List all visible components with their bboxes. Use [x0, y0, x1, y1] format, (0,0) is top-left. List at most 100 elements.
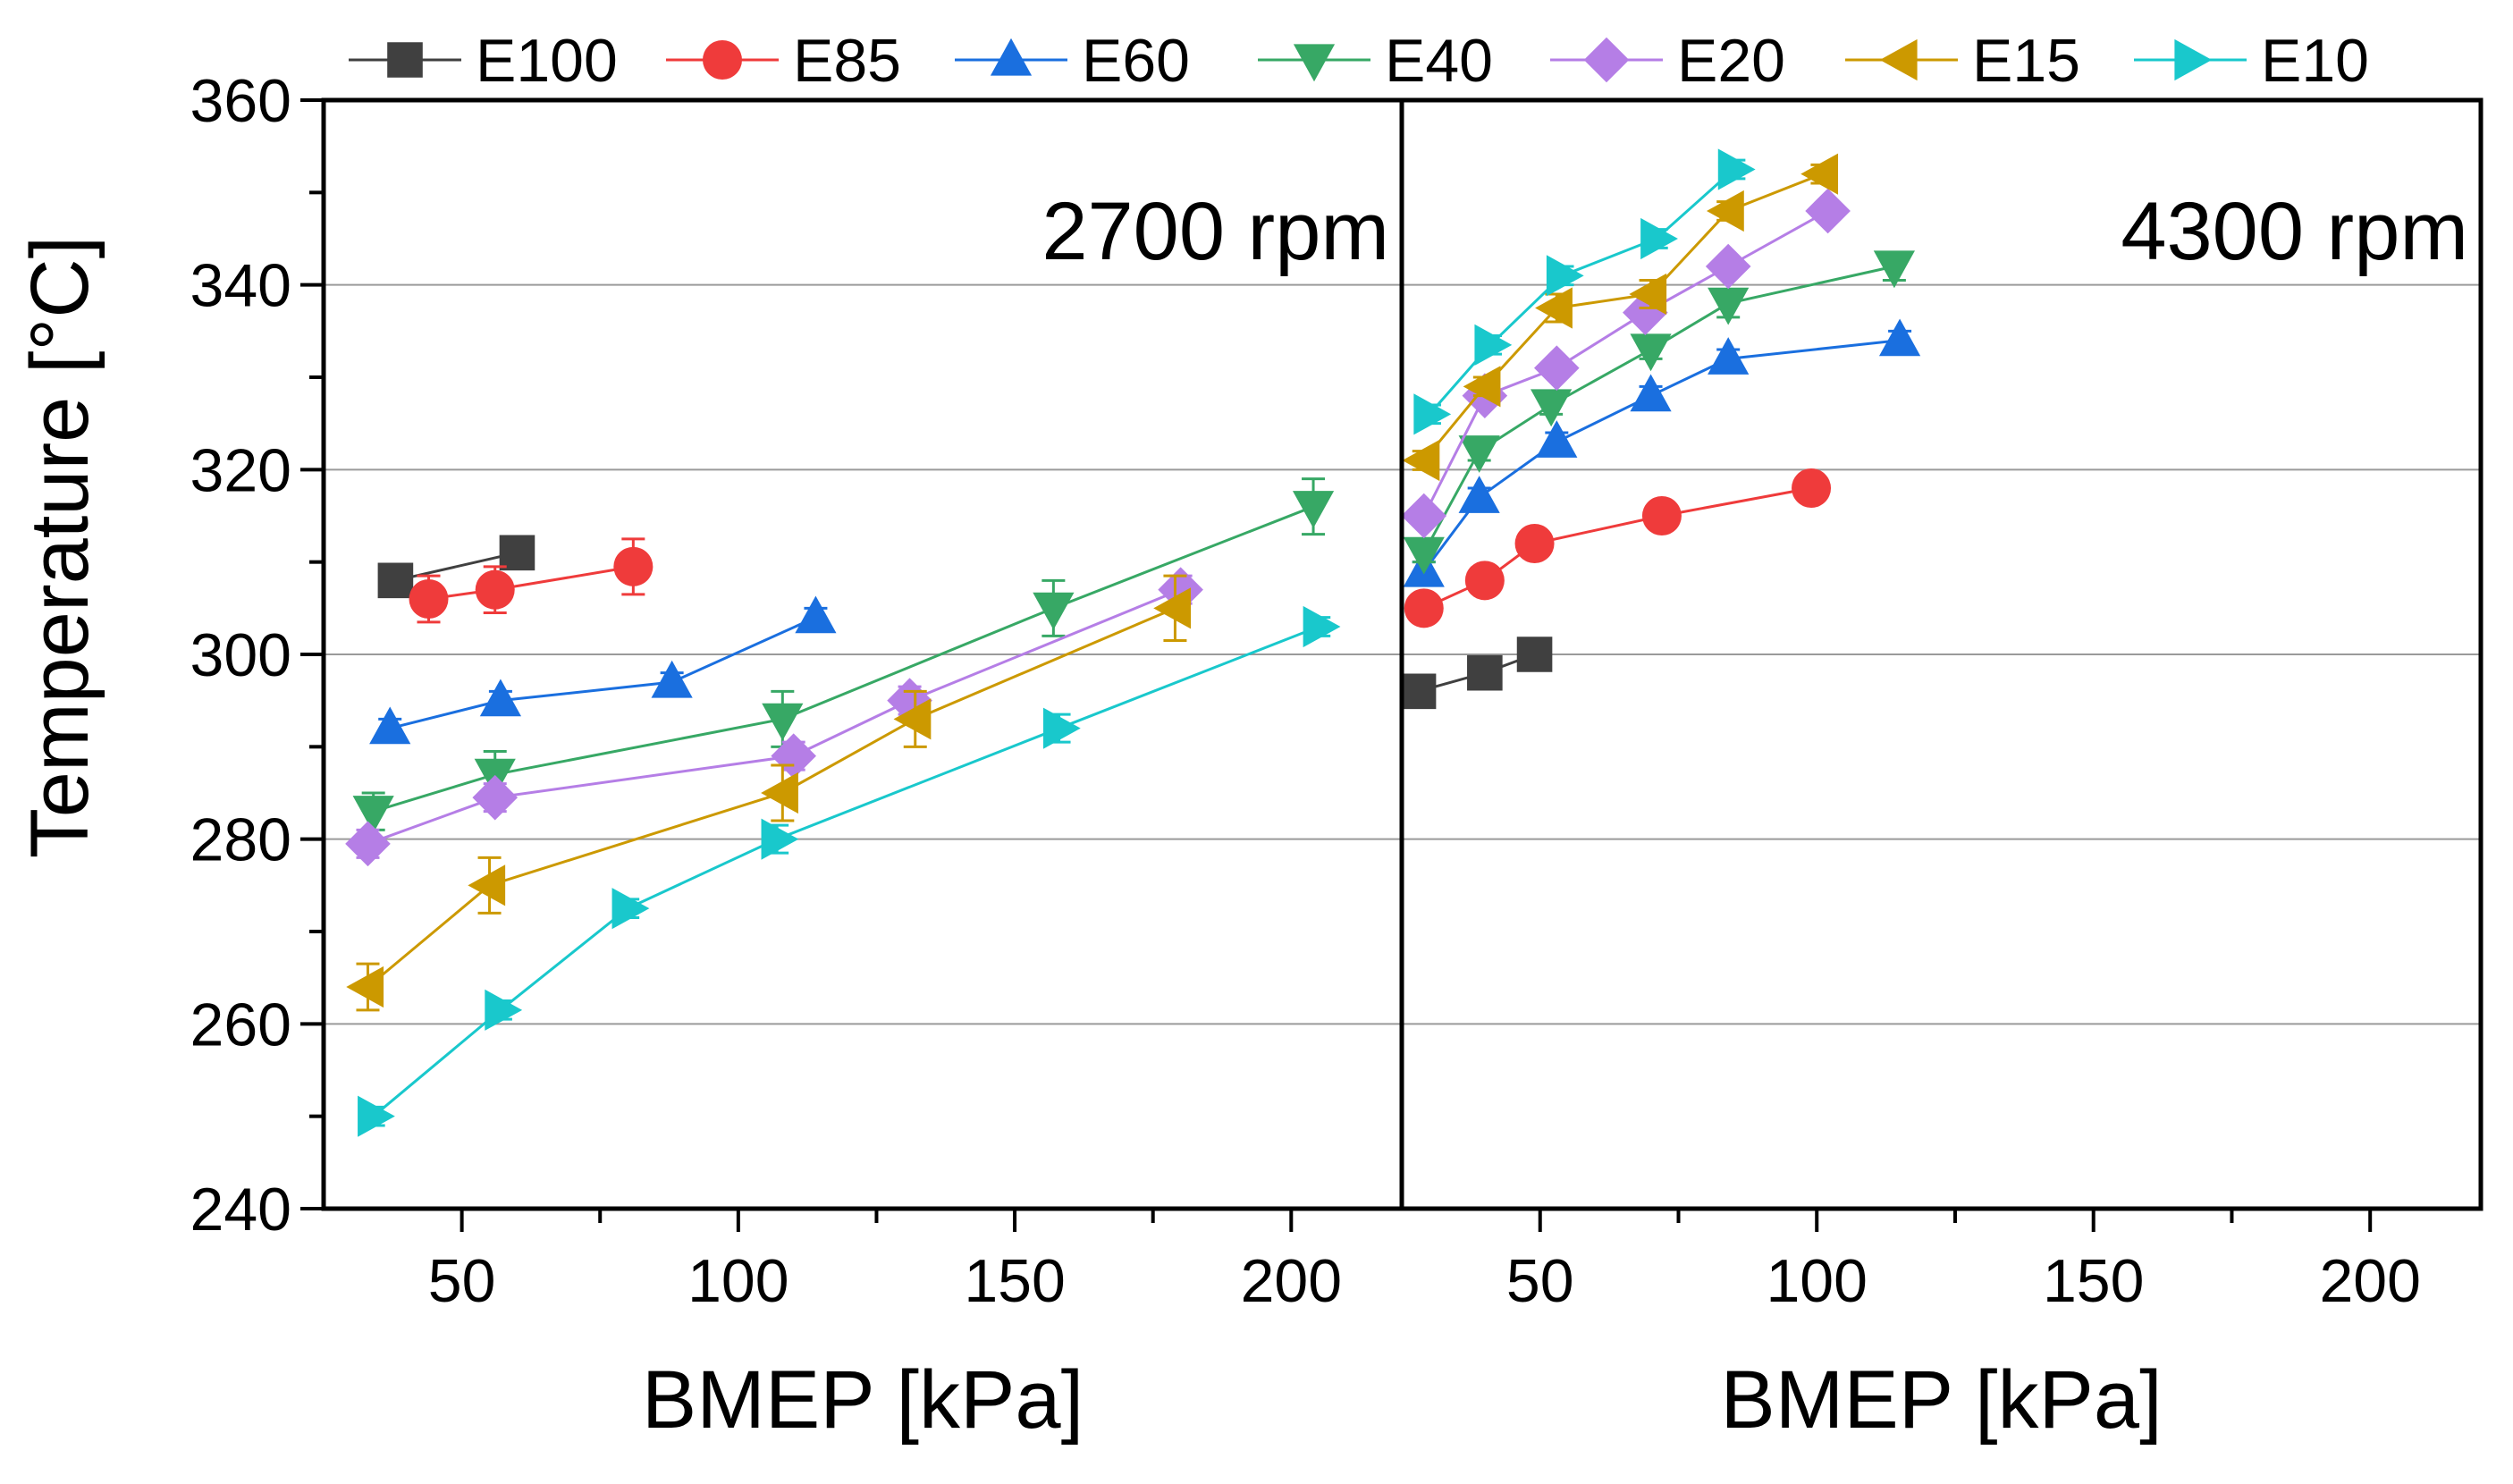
data-point — [485, 989, 523, 1031]
data-point — [1404, 588, 1444, 628]
y-tick-label: 260 — [190, 991, 291, 1058]
data-point — [1708, 287, 1750, 325]
data-point — [1640, 217, 1678, 260]
y-tick-label: 320 — [190, 436, 291, 504]
data-point — [475, 569, 515, 610]
series-line — [395, 551, 518, 582]
x-tick-label: 100 — [687, 1247, 788, 1315]
series-e10-panel-1 — [358, 605, 1341, 1137]
data-point — [352, 796, 394, 833]
y-tick-label: 300 — [190, 621, 291, 689]
data-point — [409, 579, 449, 619]
legend-label: E10 — [2261, 27, 2369, 95]
series-line — [372, 625, 1320, 1117]
panel-annotation: 4300 rpm — [2121, 186, 2468, 277]
y-tick-label: 340 — [190, 252, 291, 320]
data-point — [761, 772, 798, 814]
series-e10-panel-2 — [1413, 148, 1756, 435]
legend: E100 E85 E60 E40 E20 E15 E10 — [349, 27, 2369, 95]
data-point — [1467, 654, 1503, 691]
legend-label: E60 — [1082, 27, 1190, 95]
data-point — [499, 535, 535, 571]
legend-marker — [1583, 37, 1630, 83]
data-point — [1792, 468, 1832, 508]
legend-entry-e15: E15 — [1845, 27, 2080, 95]
data-point — [1413, 393, 1452, 435]
data-point — [1536, 420, 1578, 458]
series-e60-panel-2 — [1403, 318, 1921, 587]
series-e40-panel-2 — [1403, 250, 1915, 575]
data-point — [1805, 188, 1851, 234]
data-point — [1630, 333, 1672, 372]
data-point — [1531, 389, 1573, 427]
x-tick-label: 50 — [428, 1247, 496, 1315]
legend-marker — [703, 40, 742, 80]
data-point — [1878, 318, 1921, 357]
legend-label: E20 — [1677, 27, 1785, 95]
data-point — [1402, 439, 1440, 482]
data-point — [1800, 153, 1839, 195]
data-point — [346, 965, 384, 1008]
data-point — [1474, 324, 1513, 366]
data-point — [1458, 435, 1500, 473]
x-tick-label: 200 — [2319, 1247, 2420, 1315]
data-point — [1403, 536, 1445, 575]
data-point — [1033, 592, 1075, 630]
data-point — [1629, 273, 1667, 316]
series-e100-panel-1 — [377, 535, 535, 599]
axes-layer: 50 100 150 200 BMEP [kPa] 2700 rpm 240 260 280 30… — [190, 67, 2483, 1446]
series-line — [1422, 173, 1823, 461]
legend-entry-e60: E60 — [955, 27, 1190, 95]
y-axis-title: Temperature [°C] — [14, 236, 105, 858]
legend-label: E40 — [1385, 27, 1493, 95]
series-e15-panel-1 — [346, 574, 1192, 1012]
data-point — [1706, 190, 1744, 232]
data-point — [472, 774, 519, 821]
data-point — [468, 864, 506, 906]
data-point — [761, 818, 799, 860]
data-point — [1546, 255, 1584, 297]
series-e85-panel-2 — [1404, 468, 1832, 628]
data-point — [1873, 250, 1915, 289]
data-point — [1641, 496, 1682, 535]
y-tick-label: 280 — [190, 806, 291, 874]
data-point — [358, 1095, 395, 1137]
data-point — [1401, 493, 1447, 539]
x-tick-label: 200 — [1241, 1247, 1342, 1315]
data-point — [369, 706, 411, 745]
data-point — [1516, 637, 1553, 672]
data-point — [1153, 587, 1192, 629]
data-point — [1458, 476, 1500, 513]
y-tick-label: 240 — [190, 1176, 291, 1244]
data-point — [1705, 243, 1751, 290]
data-point — [1464, 561, 1505, 601]
legend-entry-e40: E40 — [1258, 27, 1493, 95]
series-e100-panel-2 — [1400, 637, 1553, 710]
legend-marker — [990, 38, 1033, 76]
series-line — [389, 616, 817, 730]
series-layer — [345, 148, 1921, 1137]
series-line — [1422, 265, 1895, 554]
data-point — [795, 595, 837, 634]
data-point — [1514, 524, 1555, 563]
data-point — [1042, 707, 1081, 749]
data-point — [1463, 366, 1501, 408]
series-e15-panel-2 — [1402, 153, 1839, 482]
data-point — [1400, 673, 1437, 710]
legend-entry-e100: E100 — [349, 27, 618, 95]
data-point — [762, 703, 804, 741]
data-point — [893, 698, 932, 740]
data-point — [1630, 374, 1672, 412]
legend-marker — [2174, 38, 2213, 81]
data-point — [1534, 345, 1580, 391]
x-axis-title: BMEP [kPa] — [1720, 1354, 2162, 1446]
legend-marker — [1293, 44, 1336, 82]
data-point — [651, 660, 693, 698]
x-tick-label: 150 — [964, 1247, 1065, 1315]
data-point — [1717, 148, 1756, 190]
data-point — [479, 679, 522, 717]
grid-layer — [324, 283, 2481, 1025]
series-e60-panel-1 — [369, 595, 837, 745]
